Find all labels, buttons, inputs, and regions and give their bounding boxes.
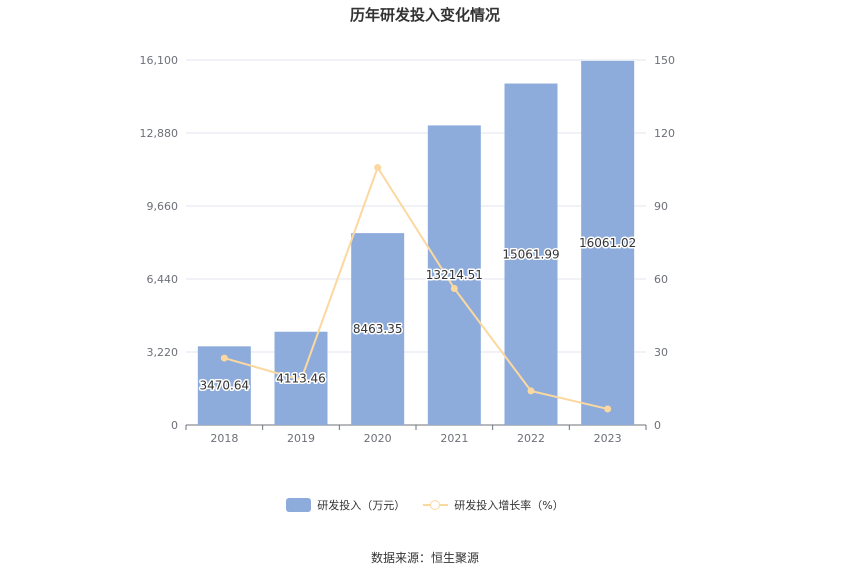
legend-bar-label: 研发投入（万元） <box>317 499 406 512</box>
growth-point[interactable] <box>450 284 458 292</box>
growth-point[interactable] <box>297 376 305 384</box>
data-source: 数据来源：恒生聚源 <box>370 551 479 565</box>
legend-line-label: 研发投入增长率（%） <box>454 499 564 512</box>
legend-item-line[interactable]: 研发投入增长率（%） <box>423 497 564 513</box>
y-left-tick-label: 9,660 <box>147 200 179 213</box>
x-tick-label: 2023 <box>594 432 622 445</box>
bar[interactable] <box>351 233 405 425</box>
x-tick-label: 2019 <box>287 432 315 445</box>
y-right-tick-label: 30 <box>654 346 668 359</box>
y-right-tick-label: 120 <box>654 127 675 140</box>
x-tick-label: 2021 <box>440 432 468 445</box>
y-left-tick-label: 12,880 <box>140 127 179 140</box>
growth-point[interactable] <box>374 164 382 172</box>
y-left-tick-label: 6,440 <box>147 273 179 286</box>
x-tick-label: 2022 <box>517 432 545 445</box>
chart-title: 历年研发投入变化情况 <box>349 6 500 24</box>
y-left-tick-label: 3,220 <box>147 346 179 359</box>
growth-line <box>224 165 608 410</box>
y-right-tick-label: 60 <box>654 273 668 286</box>
y-left-tick-label: 0 <box>171 419 178 432</box>
growth-point[interactable] <box>527 387 535 395</box>
y-left-tick-label: 16,100 <box>140 54 179 67</box>
legend-item-bar[interactable]: 研发投入（万元） <box>286 497 405 513</box>
growth-point[interactable] <box>220 354 228 362</box>
legend: 研发投入（万元） 研发投入增长率（%） <box>0 497 850 513</box>
y-right-tick-label: 0 <box>654 419 661 432</box>
bar[interactable] <box>427 125 481 426</box>
x-tick-label: 2018 <box>210 432 238 445</box>
y-right-tick-label: 150 <box>654 54 675 67</box>
growth-point[interactable] <box>604 405 612 413</box>
bar-value-label: 8463.35 <box>353 322 403 336</box>
bar-value-label: 4113.46 <box>276 371 326 385</box>
legend-bar-swatch <box>286 498 312 512</box>
bar-value-label: 13214.51 <box>426 268 483 282</box>
bar-value-label: 15061.99 <box>502 247 559 261</box>
bar[interactable] <box>581 60 635 426</box>
x-tick-label: 2020 <box>364 432 392 445</box>
bar-value-label: 16061.02 <box>579 236 636 250</box>
legend-line-swatch <box>423 498 449 512</box>
bar-value-label: 3470.64 <box>200 379 250 393</box>
y-right-tick-label: 90 <box>654 200 668 213</box>
